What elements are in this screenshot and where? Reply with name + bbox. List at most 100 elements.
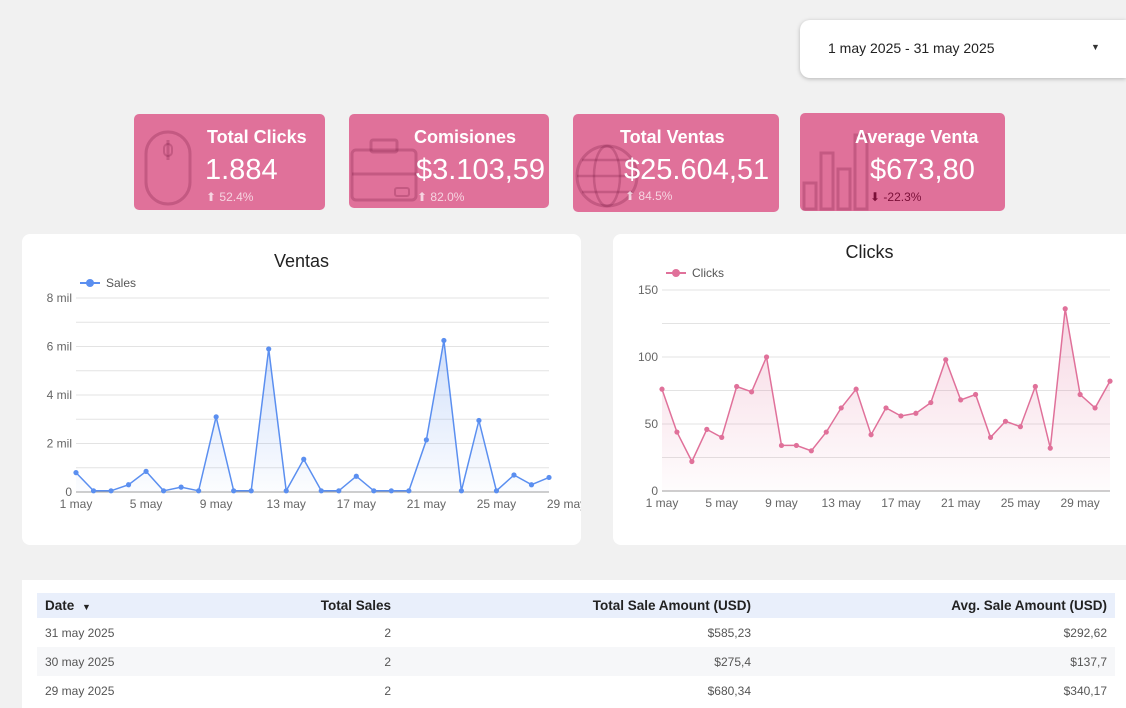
data-point [160,488,167,494]
x-tick-label: 9 may [200,497,233,511]
x-tick-label: 25 may [477,497,516,511]
cell-avg: $340,17 [1063,683,1107,698]
column-header-total-sales[interactable]: Total Sales [320,598,391,613]
data-point [958,397,964,403]
data-point [973,391,979,398]
cell-sales: 2 [384,654,391,669]
bar-chart-icon [802,133,869,211]
data-point [943,357,949,363]
kpi-card-total-ventas: Total Ventas $25.604,51 ⬆ 84.5% [573,114,779,212]
y-tick-label: 4 mil [47,388,72,402]
data-point [178,484,184,490]
arrow-up-icon: ⬆ [625,189,636,203]
data-point [125,482,132,488]
sort-desc-icon: ▼ [82,602,91,612]
x-tick-label: 25 may [1001,496,1040,510]
data-point [883,405,889,411]
data-point [1107,378,1113,384]
series-area [662,308,1110,491]
cell-date: 29 may 2025 [45,683,115,698]
data-point [213,414,219,420]
y-tick-label: 150 [638,283,658,297]
data-point [793,442,799,449]
series-area [76,340,549,492]
data-point [423,437,429,443]
data-point [336,488,342,494]
x-tick-label: 5 may [130,497,163,511]
cell-amount: $275,4 [714,654,751,669]
x-tick-label: 9 may [765,496,798,510]
data-point [283,488,289,494]
x-tick-label: 13 may [822,496,861,510]
data-point [987,434,994,440]
data-point [301,456,307,462]
x-tick-label: 29 may [547,497,581,511]
arrow-down-icon: ⬇ [870,190,881,204]
kpi-delta: ⬆ 84.5% [625,189,673,203]
kpi-value: $673,80 [870,154,975,186]
kpi-title: Average Venta [855,127,979,147]
data-point [913,410,919,416]
y-tick-label: 2 mil [47,437,72,451]
x-tick-label: 5 may [705,496,738,510]
x-tick-label: 13 may [267,497,306,511]
sales-table: Date ▼ Total Sales Total Sale Amount (US… [37,593,1115,705]
data-point [353,473,359,479]
data-point [1017,424,1023,430]
kpi-value: $25.604,51 [624,154,770,186]
column-header-avg-amount[interactable]: Avg. Sale Amount (USD) [951,598,1107,613]
date-range-label: 1 may 2025 - 31 may 2025 [828,40,995,56]
data-point [73,470,79,476]
data-point [823,429,829,435]
cell-sales: 2 [384,683,391,698]
data-point [318,488,324,494]
data-point [476,417,482,424]
data-point [659,386,665,392]
cell-avg: $292,62 [1063,625,1107,640]
sales-table-card: Date ▼ Total Sales Total Sale Amount (US… [22,580,1126,708]
chart-legend[interactable]: Sales [80,276,136,290]
x-tick-label: 21 may [407,497,446,511]
data-point [1047,445,1053,451]
kpi-card-comisiones: Comisiones $3.103,59 ⬆ 82.0% [349,114,549,208]
data-point [734,383,740,390]
table-row[interactable]: 30 may 2025 2 $275,4 $137,7 [37,647,1115,676]
kpi-delta: ⬇ -22.3% [870,190,922,204]
table-row[interactable]: 29 may 2025 2 $680,34 $340,17 [37,676,1115,705]
data-point [808,448,814,454]
x-tick-label: 17 may [881,496,920,510]
data-point [778,442,785,449]
globe-icon [575,144,639,208]
clicks-chart-card: Clicks Clicks 0 50 100 150 1 may 5 may 9 may 13… [613,234,1126,545]
chart-legend[interactable]: Clicks [666,266,724,280]
data-point [704,426,710,432]
data-point [371,488,377,494]
kpi-value: $3.103,59 [416,154,546,186]
kpi-card-total-clicks: Total Clicks 1.884 ⬆ 52.4% [134,114,325,210]
column-header-total-amount[interactable]: Total Sale Amount (USD) [592,598,751,613]
data-point [388,488,394,494]
data-point [511,472,517,478]
cell-amount: $680,34 [707,683,751,698]
data-point [90,488,97,494]
ventas-chart-card: Ventas Sales 0 2 mil 4 mil 6 mil 8 mil 1 may 5… [22,234,581,545]
date-range-picker[interactable]: 1 may 2025 - 31 may 2025 ▼ [800,20,1126,78]
data-point [1077,391,1083,398]
data-point [868,432,874,438]
legend-label: Sales [106,276,137,290]
data-point [546,474,552,481]
column-header-date[interactable]: Date ▼ [45,598,91,613]
data-point [493,488,500,494]
series-line [75,340,550,494]
arrow-up-icon: ⬆ [206,190,217,204]
table-row[interactable]: 31 may 2025 2 $585,23 $292,62 [37,618,1115,647]
chart-title: Clicks [845,242,894,262]
data-point [248,488,254,494]
cell-amount: $585,23 [707,625,751,640]
data-point [458,488,465,494]
data-point [689,458,695,465]
x-tick-label: 1 may [646,496,679,510]
data-point [1002,418,1009,424]
cell-date: 31 may 2025 [45,625,115,640]
data-point [898,413,904,419]
